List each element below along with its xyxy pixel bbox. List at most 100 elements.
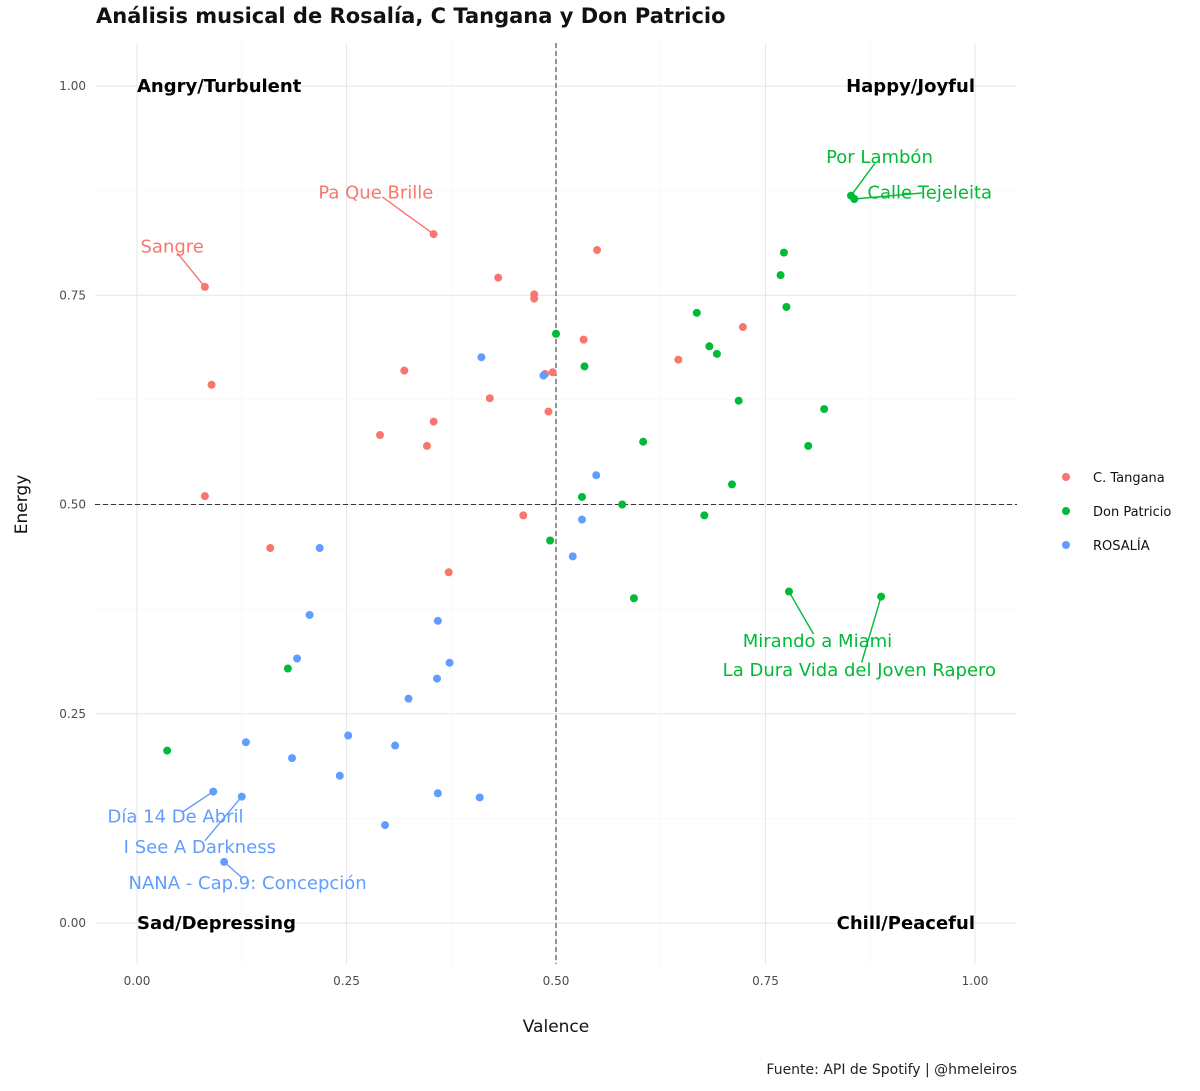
- annotation-label: Sangre: [141, 237, 204, 258]
- data-point: [618, 500, 627, 509]
- data-point: [444, 568, 453, 577]
- data-point: [850, 194, 859, 203]
- data-point: [335, 771, 344, 780]
- data-point: [592, 471, 601, 480]
- quadrant-label: Chill/Peaceful: [837, 913, 975, 934]
- data-point: [400, 366, 409, 375]
- annotation-label: Por Lambón: [826, 147, 933, 168]
- data-point: [712, 349, 721, 358]
- legend-key: [1062, 507, 1070, 515]
- data-point: [404, 694, 413, 703]
- data-point: [548, 368, 557, 377]
- data-point: [241, 738, 250, 747]
- data-point: [734, 396, 743, 405]
- legend-key: [1062, 473, 1070, 481]
- x-tick-label: 0.50: [543, 974, 570, 988]
- data-point: [315, 544, 324, 553]
- data-point: [429, 230, 438, 239]
- data-point: [485, 394, 494, 403]
- annotation-connector: [176, 252, 206, 288]
- y-axis-title: Energy: [12, 475, 32, 535]
- annotation-connector: [850, 163, 876, 197]
- x-axis-title: Valence: [523, 1017, 590, 1037]
- y-tick-label: 0.00: [59, 916, 86, 930]
- annotation-label: Mirando a Miami: [743, 631, 892, 652]
- data-point: [784, 587, 793, 596]
- annotation-connector: [381, 196, 435, 235]
- x-tick-label: 0.75: [752, 974, 779, 988]
- annotation-label: NANA - Cap.9: Concepción: [129, 873, 367, 894]
- quadrant-label: Sad/Depressing: [137, 913, 296, 934]
- data-point: [779, 248, 788, 257]
- annotation-label: La Dura Vida del Joven Rapero: [723, 660, 996, 681]
- legend-label: ROSALÍA: [1093, 538, 1150, 554]
- data-point: [288, 754, 297, 763]
- data-point: [804, 441, 813, 450]
- data-point: [782, 302, 791, 311]
- data-point: [577, 492, 586, 501]
- data-point: [207, 380, 216, 389]
- data-point: [433, 616, 442, 625]
- data-point: [552, 329, 560, 338]
- data-point: [209, 787, 218, 796]
- y-tick-label: 1.00: [59, 79, 86, 93]
- data-point: [433, 674, 442, 683]
- data-point: [820, 405, 829, 414]
- data-point: [477, 353, 486, 362]
- data-point: [539, 371, 548, 380]
- data-point: [344, 731, 353, 740]
- data-point: [494, 273, 503, 282]
- data-point: [544, 407, 553, 416]
- data-point: [700, 511, 709, 520]
- data-point: [705, 342, 714, 351]
- legend-key: [1062, 541, 1070, 549]
- legend-label: C. Tangana: [1093, 471, 1165, 486]
- data-point: [220, 857, 229, 866]
- caption: Fuente: API de Spotify | @hmeleiros: [766, 1062, 1017, 1078]
- quadrant-label: Happy/Joyful: [846, 76, 975, 97]
- legend-label: Don Patricio: [1093, 505, 1171, 520]
- data-point: [577, 515, 586, 524]
- data-point: [519, 511, 528, 520]
- data-point: [580, 362, 589, 371]
- chart-title: Análisis musical de Rosalía, C Tangana y…: [96, 4, 726, 28]
- data-point: [674, 355, 683, 364]
- x-tick-label: 1.00: [962, 974, 989, 988]
- data-point: [727, 480, 736, 489]
- data-point: [266, 544, 275, 553]
- data-point: [283, 664, 292, 673]
- data-point: [376, 431, 385, 440]
- annotation-label: Calle Tejeleita: [867, 182, 992, 203]
- data-point: [568, 552, 577, 561]
- data-point: [163, 746, 172, 755]
- data-point: [776, 271, 785, 280]
- data-point: [546, 536, 555, 545]
- annotation-connector: [181, 791, 214, 813]
- data-point: [593, 246, 602, 255]
- data-point: [381, 821, 390, 830]
- data-point: [692, 308, 701, 317]
- y-tick-label: 0.50: [59, 498, 86, 512]
- data-point: [877, 592, 886, 601]
- y-tick-label: 0.25: [59, 707, 86, 721]
- x-tick-label: 0.00: [124, 974, 151, 988]
- data-point: [445, 658, 454, 667]
- data-point: [429, 417, 438, 426]
- data-point: [237, 792, 246, 801]
- annotation-connector: [854, 192, 922, 200]
- data-point: [305, 610, 314, 619]
- annotation-label: Pa Que Brille: [318, 182, 433, 203]
- annotation-connector: [860, 596, 882, 663]
- data-point: [530, 294, 539, 303]
- annotation-connector: [204, 796, 243, 842]
- annotation-connector: [788, 591, 815, 635]
- data-point: [629, 594, 638, 603]
- quadrant-label: Angry/Turbulent: [137, 76, 302, 97]
- annotation-label: I See A Darkness: [124, 837, 276, 858]
- data-point: [422, 441, 431, 450]
- annotation-label: Día 14 De Abril: [108, 807, 244, 828]
- data-point: [738, 323, 747, 332]
- y-tick-label: 0.75: [59, 288, 86, 302]
- x-tick-label: 0.25: [333, 974, 360, 988]
